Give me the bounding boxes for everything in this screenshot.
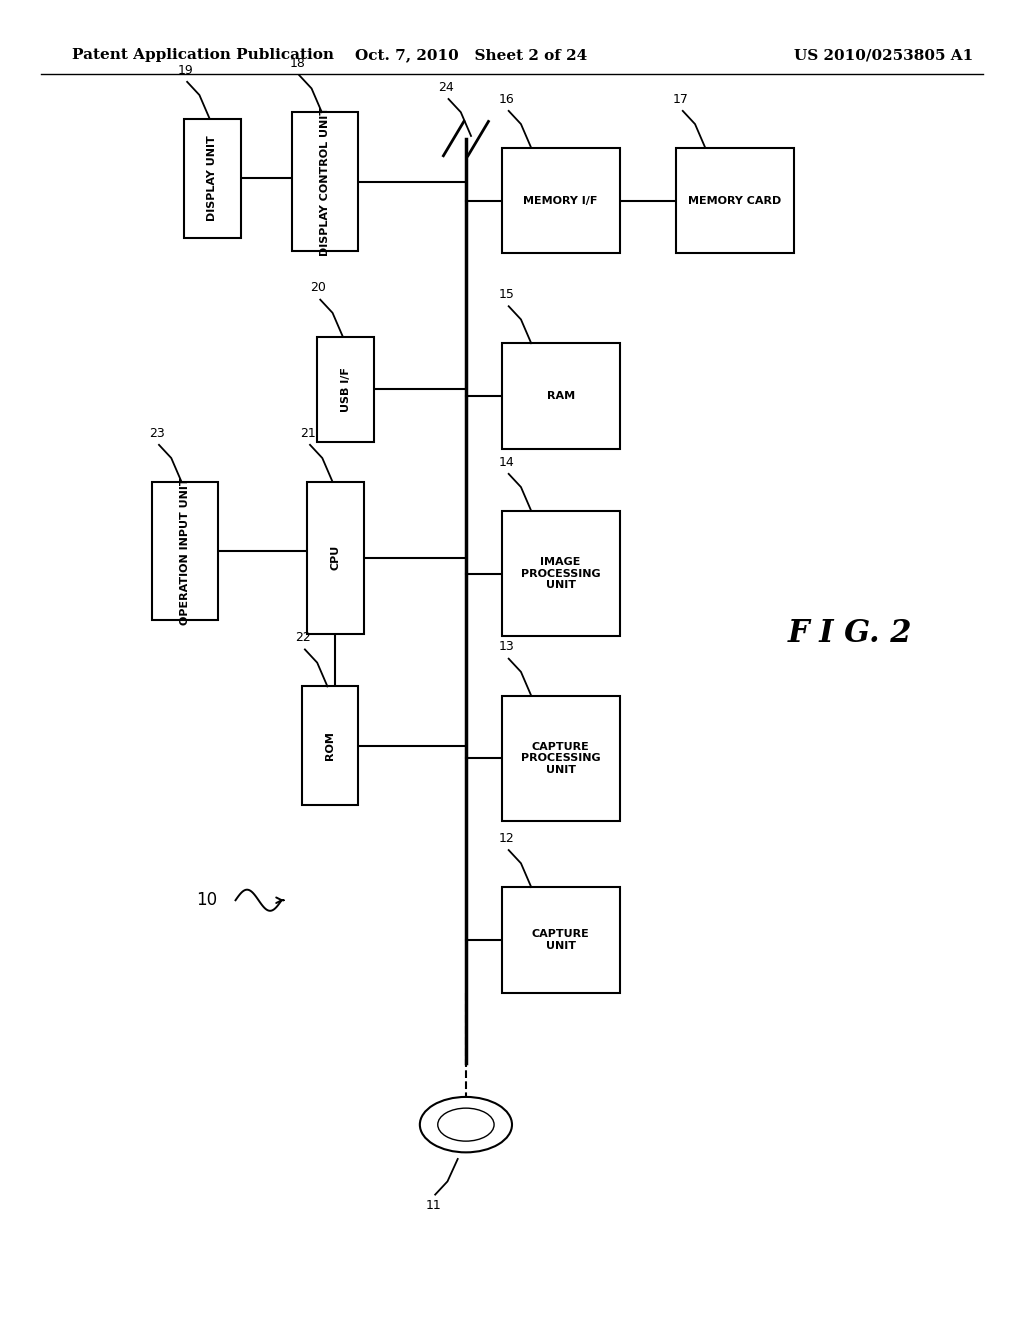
Text: 12: 12 — [499, 832, 514, 845]
Text: 24: 24 — [438, 81, 455, 94]
Text: ROM: ROM — [326, 731, 335, 760]
Text: MEMORY CARD: MEMORY CARD — [688, 195, 781, 206]
Text: 19: 19 — [177, 63, 193, 77]
Text: 20: 20 — [310, 281, 327, 294]
Text: 14: 14 — [499, 455, 514, 469]
FancyBboxPatch shape — [502, 887, 620, 993]
Text: 10: 10 — [196, 891, 217, 909]
FancyBboxPatch shape — [307, 482, 364, 634]
FancyBboxPatch shape — [502, 343, 620, 449]
Text: CAPTURE
UNIT: CAPTURE UNIT — [531, 929, 590, 950]
Text: DISPLAY UNIT: DISPLAY UNIT — [208, 136, 217, 220]
Text: Oct. 7, 2010   Sheet 2 of 24: Oct. 7, 2010 Sheet 2 of 24 — [355, 49, 587, 62]
Text: 21: 21 — [300, 426, 315, 440]
Text: 17: 17 — [673, 92, 689, 106]
Text: RAM: RAM — [547, 391, 574, 401]
Text: CPU: CPU — [331, 545, 340, 570]
Text: OPERATION INPUT UNIT: OPERATION INPUT UNIT — [180, 478, 189, 624]
FancyBboxPatch shape — [502, 696, 620, 821]
Text: USB I/F: USB I/F — [341, 367, 350, 412]
Text: IMAGE
PROCESSING
UNIT: IMAGE PROCESSING UNIT — [521, 557, 600, 590]
Text: DISPLAY CONTROL UNIT: DISPLAY CONTROL UNIT — [321, 107, 330, 256]
FancyBboxPatch shape — [292, 112, 358, 251]
Text: CAPTURE
PROCESSING
UNIT: CAPTURE PROCESSING UNIT — [521, 742, 600, 775]
FancyBboxPatch shape — [317, 337, 374, 442]
Text: Patent Application Publication: Patent Application Publication — [72, 49, 334, 62]
Text: 13: 13 — [499, 640, 514, 653]
FancyBboxPatch shape — [502, 511, 620, 636]
FancyBboxPatch shape — [502, 148, 620, 253]
Text: US 2010/0253805 A1: US 2010/0253805 A1 — [794, 49, 973, 62]
Text: 15: 15 — [499, 288, 515, 301]
Text: 23: 23 — [150, 426, 165, 440]
Text: MEMORY I/F: MEMORY I/F — [523, 195, 598, 206]
Text: F I G. 2: F I G. 2 — [787, 618, 912, 649]
Text: 18: 18 — [289, 57, 305, 70]
Text: 11: 11 — [425, 1199, 441, 1212]
FancyBboxPatch shape — [184, 119, 241, 238]
FancyBboxPatch shape — [152, 482, 218, 620]
FancyBboxPatch shape — [302, 686, 358, 805]
FancyBboxPatch shape — [676, 148, 794, 253]
Text: 16: 16 — [499, 92, 514, 106]
Ellipse shape — [420, 1097, 512, 1152]
Ellipse shape — [438, 1109, 495, 1140]
Text: 22: 22 — [295, 631, 310, 644]
